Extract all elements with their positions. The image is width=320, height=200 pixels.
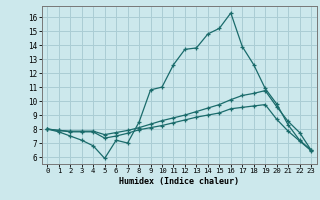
- X-axis label: Humidex (Indice chaleur): Humidex (Indice chaleur): [119, 177, 239, 186]
